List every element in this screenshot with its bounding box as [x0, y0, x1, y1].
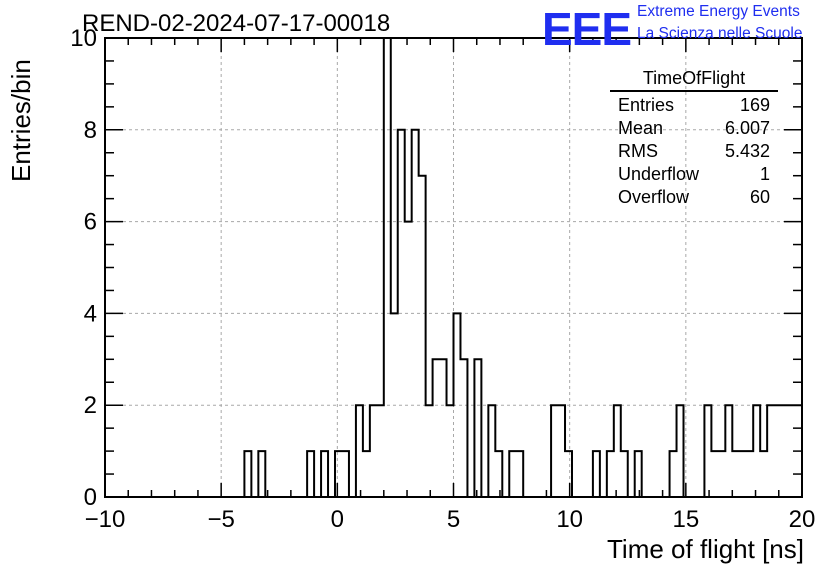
- x-axis-label: Time of flight [ns]: [607, 534, 804, 564]
- x-tick-label: 15: [672, 506, 699, 533]
- x-tick-label: 10: [556, 506, 583, 533]
- stats-label: Entries: [618, 95, 675, 115]
- run-title: REND-02-2024-07-17-00018: [82, 10, 391, 37]
- tick-labels: −10 −5 0 5 10 15 20 0 2 4 6 8 10: [70, 25, 815, 533]
- y-tick-label: 10: [70, 25, 97, 52]
- stats-value: 60: [749, 187, 770, 207]
- stats-value: 5.432: [724, 141, 770, 161]
- stats-box: TimeOfFlight Entries 169 Mean 6.007 RMS 5.4…: [610, 68, 778, 209]
- x-tick-label: 5: [447, 506, 460, 533]
- stats-value: 169: [739, 95, 770, 115]
- y-tick-label: 2: [84, 392, 97, 419]
- stats-row: Mean 6.007: [610, 117, 778, 140]
- stats-title: TimeOfFlight: [610, 68, 778, 92]
- y-axis-label: Entries/bin: [6, 59, 36, 182]
- x-tick-label: −10: [85, 506, 126, 533]
- stats-row: Entries 169: [610, 94, 778, 117]
- stats-label: Mean: [618, 118, 664, 138]
- stats-value: 1: [759, 164, 770, 184]
- stats-row: Underflow 1: [610, 163, 778, 186]
- plot-frame: [104, 37, 803, 498]
- y-tick-label: 0: [84, 484, 97, 511]
- x-tick-label: −5: [207, 506, 234, 533]
- y-tick-label: 6: [84, 209, 97, 236]
- x-tick-label: 20: [789, 506, 816, 533]
- eee-logo: EEE: [542, 3, 632, 55]
- stats-row: Overflow 60: [610, 186, 778, 209]
- y-tick-label: 8: [84, 117, 97, 144]
- logo-line-1: Extreme Energy Events: [637, 3, 800, 20]
- stats-label: Overflow: [618, 187, 690, 207]
- x-tick-label: 0: [331, 506, 344, 533]
- stats-row: RMS 5.432: [610, 140, 778, 163]
- stats-label: Underflow: [618, 164, 700, 184]
- stats-value: 6.007: [724, 118, 770, 138]
- y-tick-label: 4: [84, 300, 97, 327]
- stats-label: RMS: [618, 141, 658, 161]
- logo-line-2: La Scienza nelle Scuole: [637, 25, 803, 42]
